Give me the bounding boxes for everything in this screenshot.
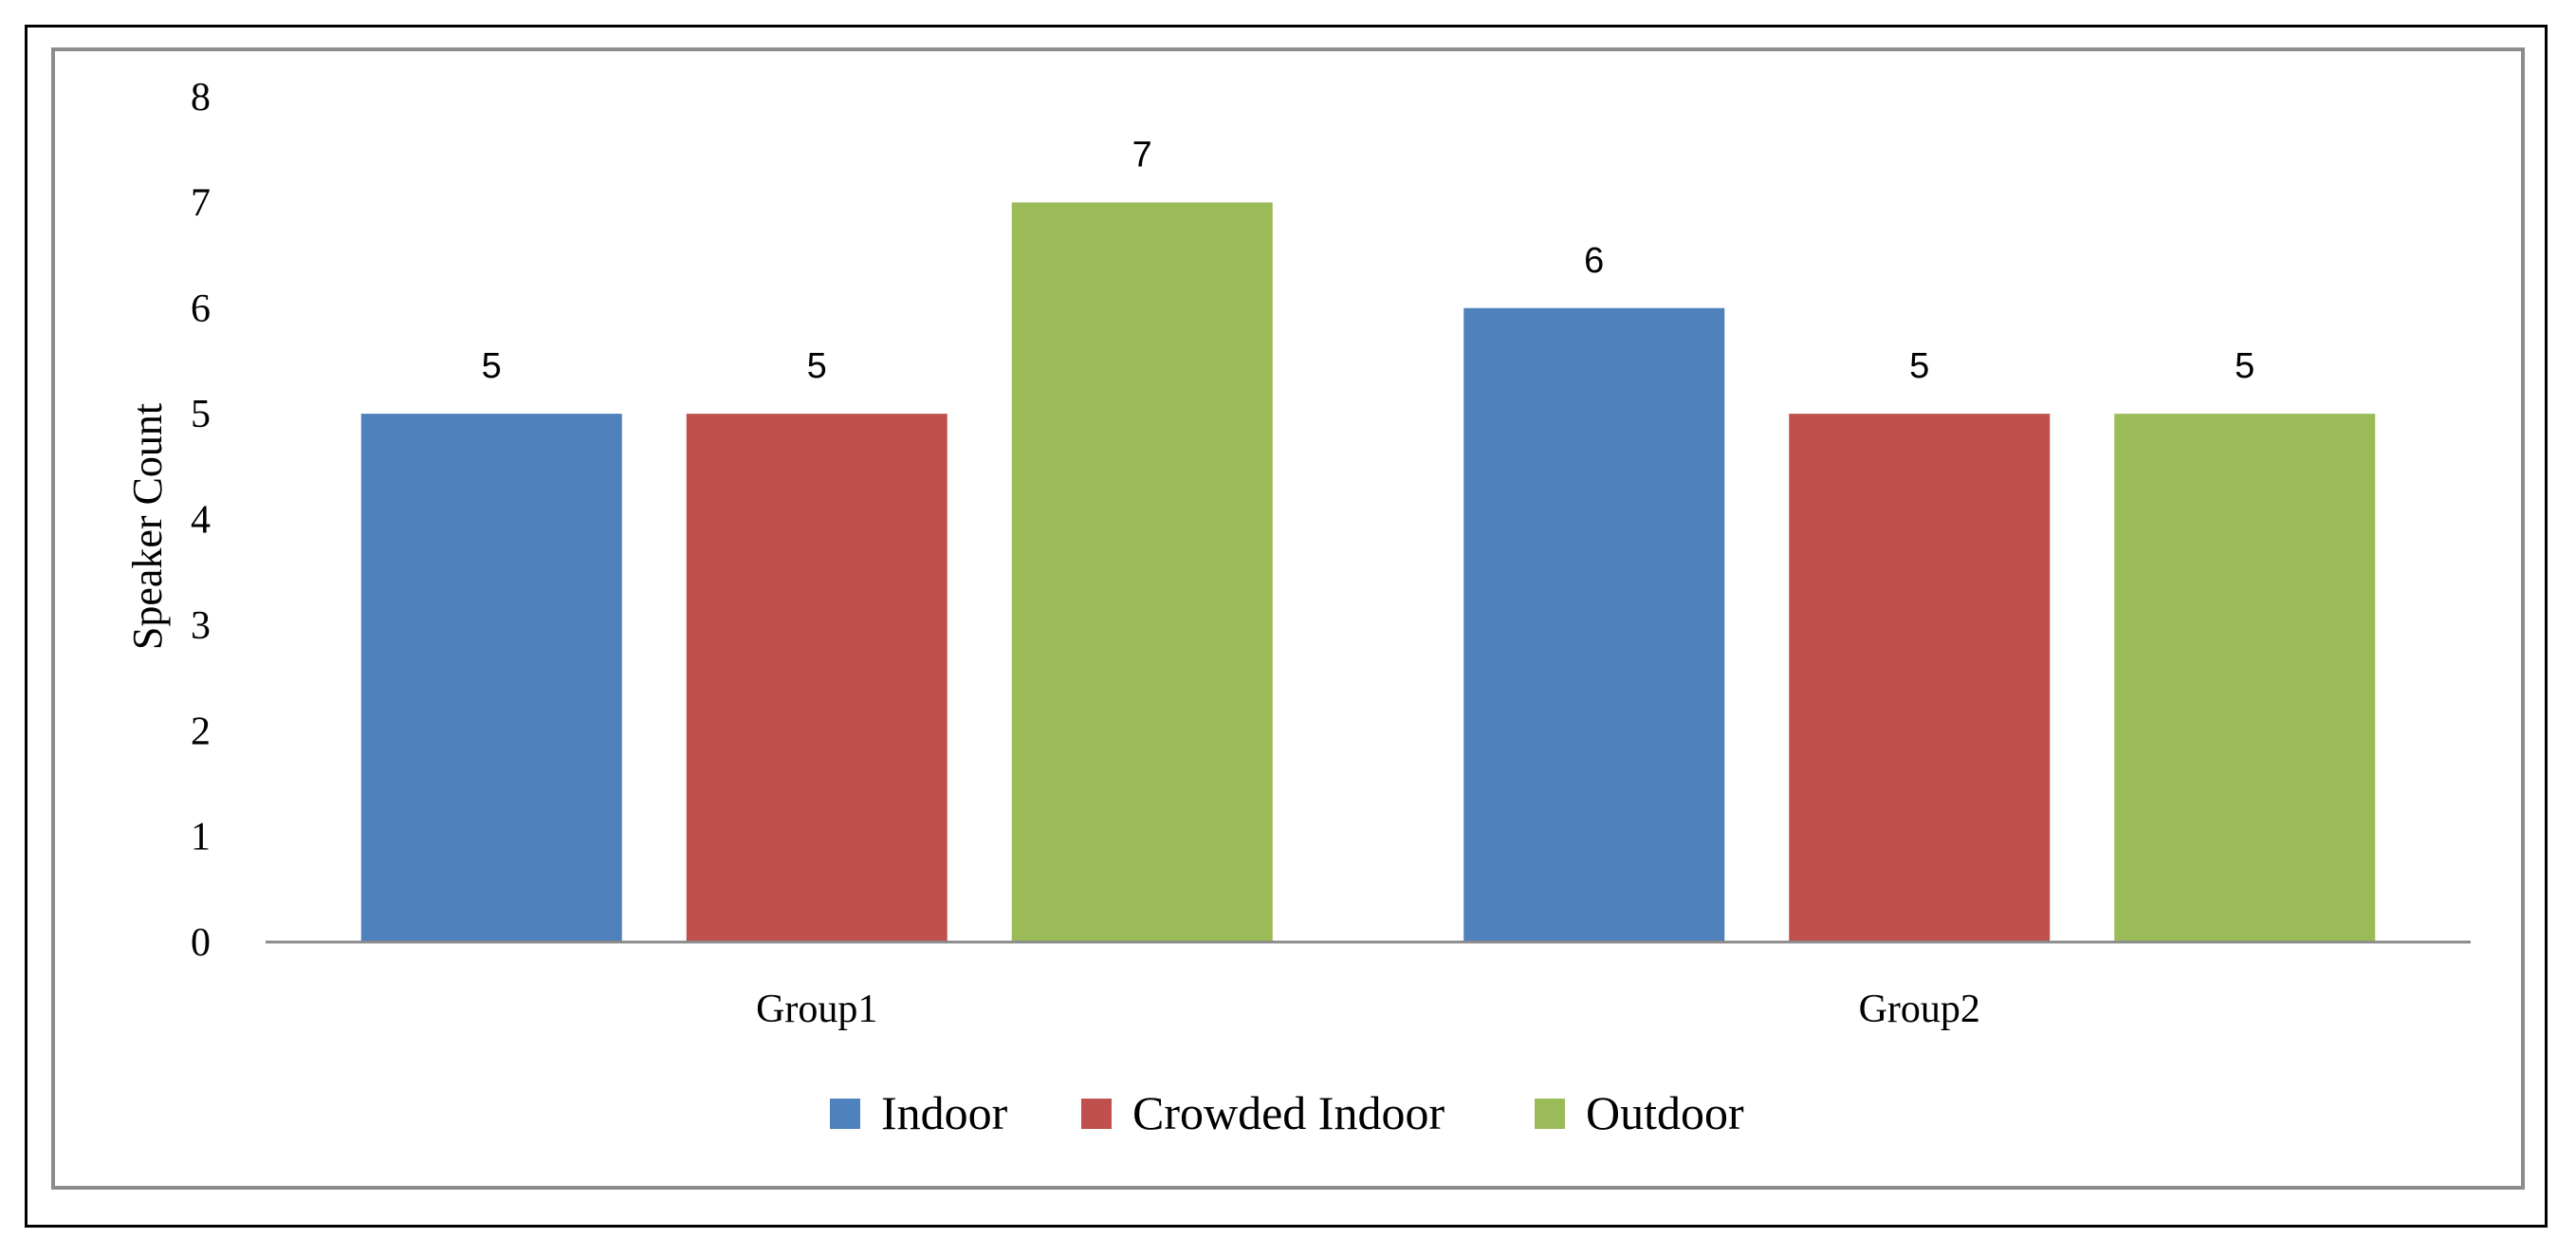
y-axis-ticks: 0 1 2 3 4 5 6 7 8	[191, 76, 211, 965]
y-tick-label: 7	[191, 181, 211, 225]
data-label: 5	[2235, 346, 2254, 386]
legend-label: Outdoor	[1586, 1086, 1744, 1139]
y-tick-label: 8	[191, 76, 211, 120]
y-tick-label: 2	[191, 710, 211, 753]
y-tick-label: 5	[191, 393, 211, 436]
x-axis-ticks: Group1 Group2	[756, 988, 1980, 1031]
bar	[1011, 202, 1273, 942]
bar	[1463, 307, 1725, 942]
bars	[360, 202, 2376, 942]
y-tick-label: 4	[191, 499, 211, 543]
y-tick-label: 0	[191, 921, 211, 965]
bar	[2114, 414, 2376, 942]
bar	[1789, 414, 2051, 942]
data-label: 5	[1909, 346, 1929, 386]
y-tick-label: 6	[191, 287, 211, 331]
x-tick-label: Group2	[1859, 988, 1980, 1031]
y-tick-label: 1	[191, 816, 211, 860]
bar	[686, 414, 948, 942]
legend-swatch	[830, 1099, 860, 1129]
data-label: 7	[1132, 135, 1152, 175]
legend-label: Crowded Indoor	[1132, 1086, 1444, 1139]
y-axis-title: Speaker Count	[124, 403, 171, 650]
chart-area-border	[51, 47, 2525, 1190]
data-label: 5	[482, 346, 502, 386]
x-tick-label: Group1	[756, 988, 877, 1031]
legend-swatch	[1081, 1099, 1112, 1129]
legend: Indoor Crowded Indoor Outdoor	[830, 1086, 1744, 1139]
data-labels: 5 5 7 6 5 5	[482, 135, 2255, 386]
outer-frame	[25, 25, 2548, 1228]
legend-label: Indoor	[881, 1086, 1008, 1139]
data-label: 6	[1584, 241, 1604, 281]
legend-swatch	[1535, 1099, 1565, 1129]
bar	[360, 414, 622, 942]
y-tick-label: 3	[191, 604, 211, 648]
data-label: 5	[807, 346, 827, 386]
